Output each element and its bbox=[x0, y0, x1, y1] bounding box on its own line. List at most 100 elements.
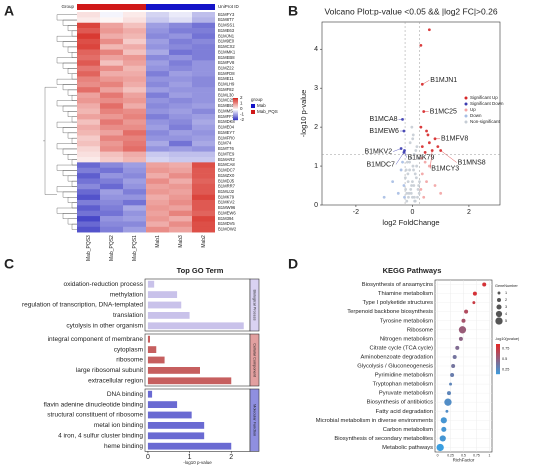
color-tick-label: 2 bbox=[240, 95, 243, 100]
color-bar bbox=[496, 360, 500, 363]
point bbox=[406, 172, 410, 176]
heat-cell bbox=[146, 167, 169, 174]
heat-cell bbox=[146, 130, 169, 136]
row-label: B1MLH9 bbox=[218, 82, 235, 87]
category-label: Glycolysis / Gluconeogenesis bbox=[357, 364, 433, 370]
group-bar bbox=[146, 4, 169, 10]
heat-cell bbox=[123, 173, 146, 179]
point bbox=[412, 152, 416, 156]
heat-cell bbox=[146, 194, 169, 201]
color-bar bbox=[496, 362, 500, 364]
heat-cell bbox=[192, 54, 215, 61]
heat-cell bbox=[192, 226, 215, 233]
row-label: B1MOW2 bbox=[218, 227, 237, 232]
dendrogram bbox=[56, 57, 77, 64]
color-bar bbox=[233, 107, 238, 110]
color-tick-label: -1 bbox=[240, 112, 244, 117]
annotation: B1MFV8 bbox=[441, 136, 468, 143]
point bbox=[436, 145, 440, 148]
heat-cell bbox=[169, 103, 192, 109]
row-label: B1MC25 bbox=[218, 98, 235, 103]
row-label: B1MTE9 bbox=[218, 151, 235, 156]
legend-marker bbox=[464, 114, 468, 118]
point bbox=[403, 176, 407, 180]
heat-cell bbox=[169, 173, 192, 179]
dendrogram bbox=[67, 89, 77, 96]
heat-cell bbox=[100, 49, 123, 56]
category-label: Aminobenzoate degradation bbox=[360, 354, 433, 360]
heat-cell bbox=[192, 92, 215, 99]
heat-cell bbox=[123, 178, 146, 185]
heat-cell bbox=[169, 167, 192, 174]
x-tick-label: 0 bbox=[146, 454, 150, 461]
heat-cell bbox=[169, 38, 192, 45]
point bbox=[423, 160, 427, 164]
point bbox=[419, 188, 423, 191]
heat-cell bbox=[146, 216, 169, 222]
legend-marker bbox=[464, 108, 468, 112]
color-bar bbox=[233, 109, 238, 111]
point bbox=[427, 141, 431, 145]
dendrogram bbox=[62, 148, 77, 155]
bubble bbox=[458, 336, 463, 341]
group-bar bbox=[169, 4, 192, 10]
color-legend-title: -log10(pvalue) bbox=[495, 337, 520, 341]
color-bar bbox=[233, 110, 238, 112]
heat-cell bbox=[123, 130, 146, 136]
heat-cell bbox=[100, 146, 123, 152]
x-tick-label: 0.25 bbox=[447, 453, 454, 457]
column-label: Mab_PQS2 bbox=[109, 235, 115, 261]
row-label: B1MMK1 bbox=[218, 49, 236, 54]
dendrogram bbox=[71, 73, 77, 80]
heat-cell bbox=[123, 81, 146, 88]
category-label: Metabolic pathways bbox=[382, 445, 433, 451]
x-tick-label: 0.5 bbox=[461, 453, 466, 457]
color-bar bbox=[496, 353, 500, 355]
heat-cell bbox=[100, 81, 123, 88]
point bbox=[416, 188, 420, 191]
point bbox=[412, 195, 416, 199]
heat-cell bbox=[100, 33, 123, 40]
heat-cell bbox=[169, 178, 192, 185]
point bbox=[409, 188, 413, 191]
row-label: B1MF82 bbox=[218, 87, 234, 92]
heat-cell bbox=[100, 17, 123, 24]
heat-cell bbox=[146, 44, 169, 50]
x-tick-label: 2 bbox=[467, 209, 471, 216]
heat-cell bbox=[192, 199, 215, 206]
heat-cell bbox=[123, 49, 146, 56]
size-legend-marker bbox=[495, 317, 503, 325]
point bbox=[414, 149, 418, 152]
group-frame bbox=[144, 388, 251, 452]
heat-cell bbox=[169, 162, 192, 169]
bar-label: 4 iron, 4 sulfur cluster binding bbox=[58, 433, 143, 440]
color-bar bbox=[496, 354, 500, 357]
color-bar bbox=[496, 368, 500, 370]
point bbox=[425, 180, 428, 184]
heat-cell bbox=[169, 183, 192, 190]
x-tick-label: 1 bbox=[488, 453, 490, 457]
heat-cell bbox=[169, 210, 192, 217]
heat-cell bbox=[169, 221, 192, 228]
legend-title: group bbox=[251, 97, 263, 102]
heat-cell bbox=[169, 12, 192, 18]
heat-cell bbox=[169, 22, 192, 29]
heat-cell bbox=[100, 178, 123, 185]
x-tick-label: 1 bbox=[188, 454, 192, 461]
point bbox=[417, 184, 421, 187]
x-axis-label: log2 FoldChange bbox=[382, 218, 439, 227]
color-bar bbox=[496, 348, 500, 351]
heat-cell bbox=[146, 199, 169, 206]
size-legend-label: 3 bbox=[505, 305, 507, 309]
row-label: B1ME04 bbox=[218, 125, 235, 130]
color-bar bbox=[496, 347, 500, 349]
group-strip-label: Cellular Component bbox=[253, 343, 257, 378]
heat-cell bbox=[169, 226, 192, 233]
color-bar bbox=[496, 357, 500, 360]
heat-cell bbox=[192, 221, 215, 228]
heat-cell bbox=[169, 60, 192, 66]
point bbox=[422, 195, 426, 199]
heat-cell bbox=[100, 76, 123, 83]
heat-cell bbox=[77, 87, 100, 93]
color-bar bbox=[233, 114, 238, 116]
